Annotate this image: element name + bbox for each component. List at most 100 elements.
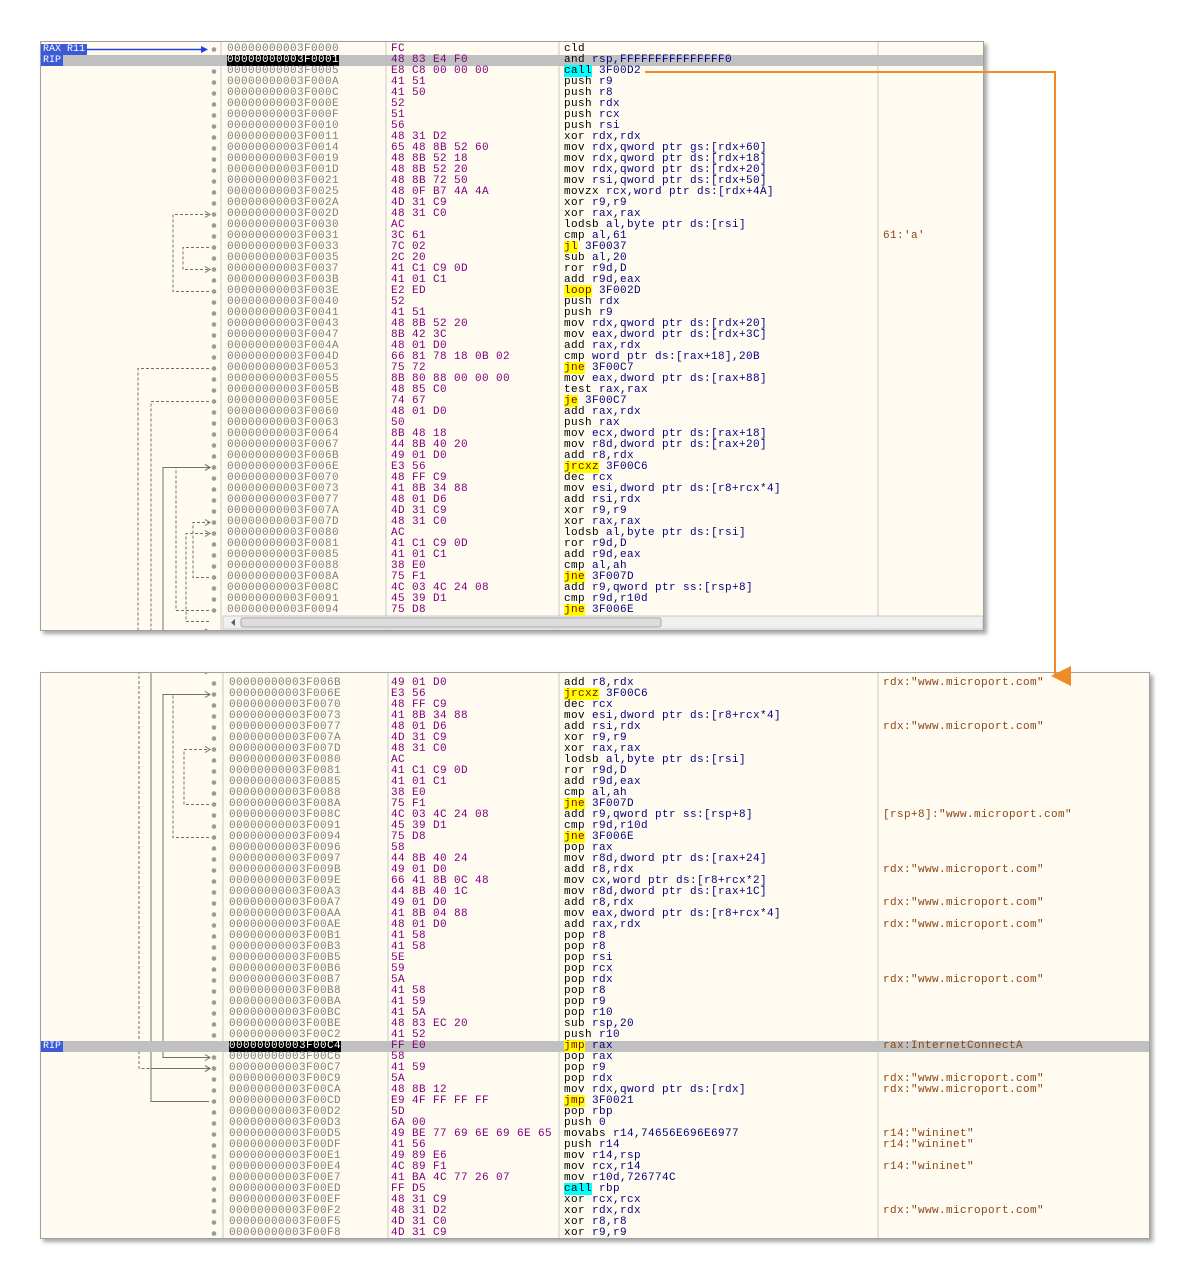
instruction: add r8,rdx: [564, 897, 635, 909]
bytes: 48 8B 52 20: [391, 318, 469, 330]
breakpoint-dot: [211, 1154, 217, 1159]
address: 00000000003F0001: [227, 54, 340, 66]
address: 00000000003F0064: [227, 428, 340, 440]
breakpoint-dot: [211, 47, 217, 52]
address: 00000000003F00BA: [229, 996, 342, 1008]
breakpoint-dot: [211, 102, 217, 107]
instruction: mov rcx,r14: [564, 1161, 642, 1173]
address: 00000000003F00E1: [229, 1150, 342, 1162]
bytes: 74 67: [391, 395, 427, 407]
bytes: 41 01 C1: [391, 549, 448, 561]
bytes: 41 C1 C9 0D: [391, 765, 469, 777]
selected-row: [41, 1041, 1149, 1052]
breakpoint-dot: [211, 344, 217, 349]
bytes: 66 81 78 18 0B 02: [391, 351, 511, 363]
address: 00000000003F006E: [227, 461, 340, 473]
instruction: jne 3F007D: [564, 571, 635, 583]
address: 00000000003F00A3: [229, 886, 342, 898]
instruction: mov esi,dword ptr ds:[r8+rcx*4]: [564, 710, 782, 722]
breakpoint-dot: [211, 157, 217, 162]
breakpoint-dot: [211, 1055, 217, 1060]
register-label: RIP: [41, 1041, 64, 1052]
jump-arrow: [182, 247, 209, 270]
jump-arrow: [162, 694, 209, 1058]
breakpoint-dot: [211, 300, 217, 305]
breakpoint-dot: [211, 355, 217, 360]
bytes: 52: [391, 98, 406, 110]
register-label: RAX R11: [41, 44, 88, 55]
bytes: 4D 31 C9: [391, 505, 448, 517]
instruction: add rax,rdx: [564, 919, 642, 931]
breakpoint-dot: [211, 553, 217, 558]
instruction: cmp al,61: [564, 230, 628, 242]
breakpoint-dot: [211, 769, 217, 774]
breakpoint-dot: [211, 168, 217, 173]
disassembly-panel[interactable]: 00000000003F006B 49 01 D0 add r8,rdx rdx:"w…: [40, 672, 1150, 1239]
bytes: AC: [391, 219, 406, 231]
bytes: 48 8B 12: [391, 1084, 448, 1096]
address: 00000000003F0030: [227, 219, 340, 231]
bytes: 56: [391, 120, 406, 132]
instruction: xor rdx,rdx: [564, 131, 642, 143]
bytes: 52: [391, 296, 406, 308]
address: 00000000003F006B: [229, 677, 342, 689]
breakpoint-dot: [211, 1022, 217, 1027]
address: 00000000003F0031: [227, 230, 340, 242]
breakpoint-dot: [211, 113, 217, 118]
jump-arrow-head: [204, 1054, 211, 1061]
address: 00000000003F00C7: [229, 1062, 342, 1074]
address: 00000000003F00F8: [229, 1227, 342, 1239]
breakpoint-dot: [211, 146, 217, 151]
instruction: push r8: [564, 87, 614, 99]
instruction: xor rax,rax: [564, 743, 642, 755]
breakpoint-dot: [211, 1165, 217, 1170]
jump-arrow-head: [204, 691, 211, 698]
address: 00000000003F0070: [229, 699, 342, 711]
bytes: E3 56: [391, 688, 427, 700]
bytes: 45 39 D1: [391, 820, 448, 832]
bytes: AC: [391, 527, 406, 539]
jump-arrow: [172, 694, 209, 838]
bytes: FF E0: [391, 1040, 427, 1052]
breakpoint-dot: [211, 857, 217, 862]
instruction: xor rax,rax: [564, 208, 642, 220]
breakpoint-dot: [211, 322, 217, 327]
bytes: 75 F1: [391, 798, 427, 810]
instruction: ror r9d,D: [564, 765, 628, 777]
bytes: 44 8B 40 1C: [391, 886, 469, 898]
disassembly-panel[interactable]: 00000000003F0000 FC cld 00000000003F0001 48 …: [40, 41, 984, 631]
instruction: xor r9,r9: [564, 732, 628, 744]
breakpoint-dot: [211, 791, 217, 796]
address: 00000000003F00D2: [229, 1106, 342, 1118]
instruction: pop rdx: [564, 1073, 614, 1085]
breakpoint-dot: [211, 421, 217, 426]
address: 00000000003F0088: [229, 787, 342, 799]
breakpoint-dot: [211, 1066, 217, 1071]
jump-arrow: [175, 467, 209, 611]
address: 00000000003F0073: [229, 710, 342, 722]
breakpoint-dot: [211, 1209, 217, 1214]
bytes: 48 0F B7 4A 4A: [391, 186, 490, 198]
bytes: 58: [391, 1051, 406, 1063]
bytes: 4D 31 C9: [391, 732, 448, 744]
address: 00000000003F0037: [227, 263, 340, 275]
address: 00000000003F00C9: [229, 1073, 342, 1085]
breakpoint-dot: [211, 80, 217, 85]
instruction: jmp rax: [564, 1040, 614, 1052]
bytes: 49 01 D0: [391, 864, 448, 876]
breakpoint-dot: [211, 692, 217, 697]
bytes: 45 39 D1: [391, 593, 448, 605]
instruction: mov cx,word ptr ds:[r8+rcx*2]: [564, 875, 768, 887]
breakpoint-dot: [211, 703, 217, 708]
bytes: 41 52: [391, 1029, 427, 1041]
breakpoint-dot: [211, 179, 217, 184]
comment: rdx:"www.microport.com": [883, 864, 1045, 876]
jump-arrow: [150, 673, 209, 1069]
bytes: 7C 02: [391, 241, 427, 253]
jump-arrow: [150, 401, 209, 630]
comment: rdx:"www.microport.com": [883, 721, 1045, 733]
breakpoint-dot: [211, 1176, 217, 1181]
address: 00000000003F0014: [227, 142, 340, 154]
instruction: add rax,rdx: [564, 406, 642, 418]
instruction: pop rbp: [564, 1106, 614, 1118]
